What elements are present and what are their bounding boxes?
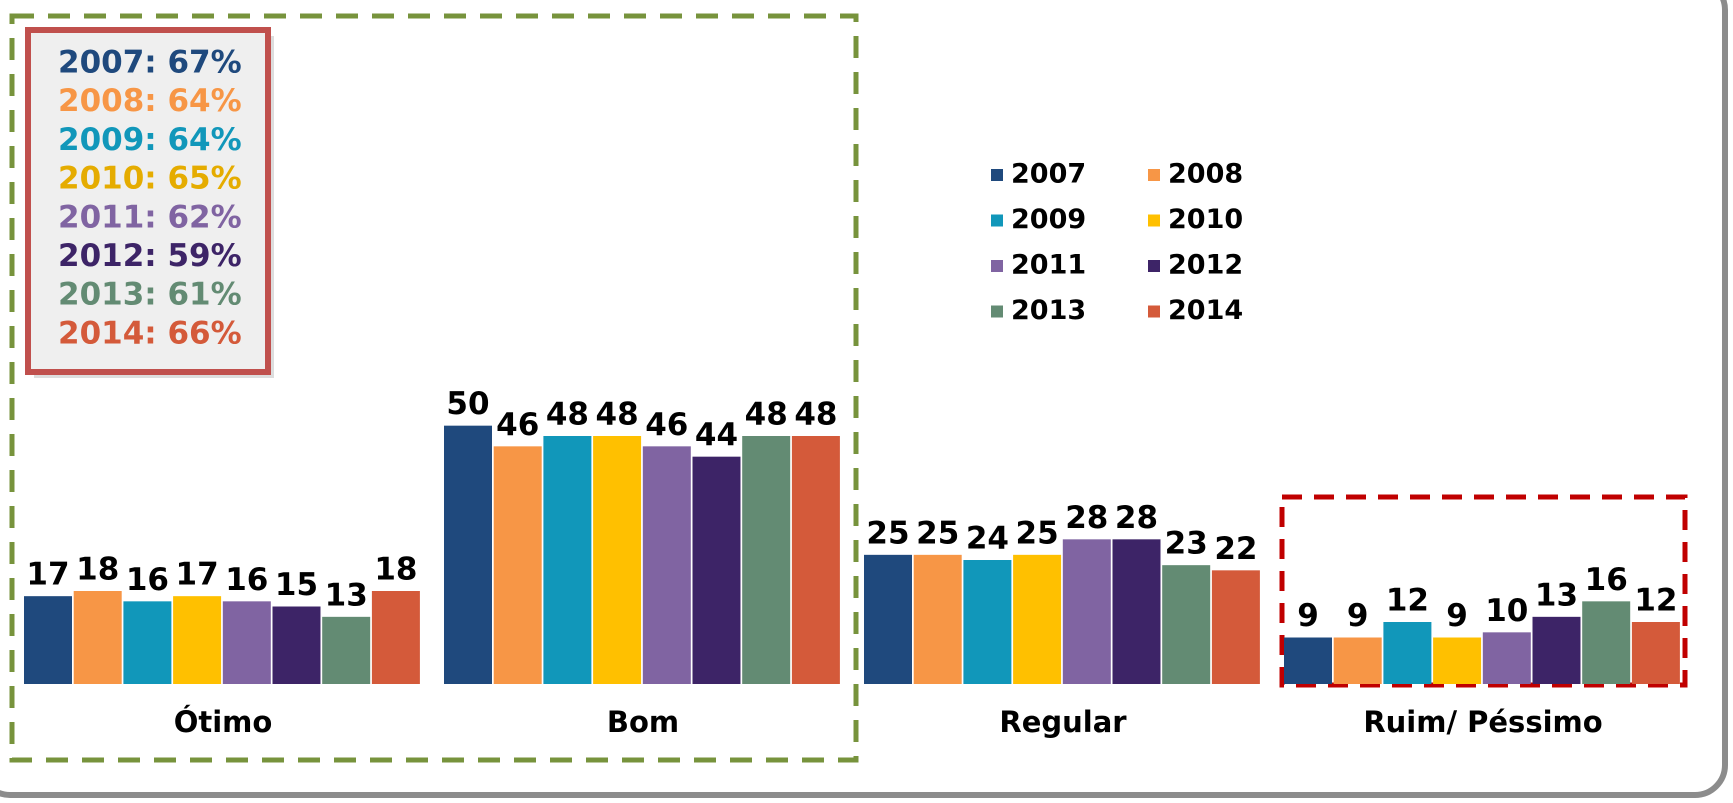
legend-swatch	[991, 305, 1003, 318]
legend-label: 2008	[1168, 159, 1243, 190]
bar	[692, 456, 741, 684]
data-label: 48	[596, 397, 639, 433]
data-label: 12	[1386, 583, 1429, 619]
bar	[1062, 539, 1111, 684]
bar	[322, 616, 371, 684]
legend-swatch	[1148, 214, 1160, 227]
x-tick-label: Ótimo	[174, 705, 273, 739]
bar	[1532, 616, 1581, 684]
data-label: 16	[126, 562, 169, 598]
data-label: 18	[374, 552, 417, 588]
data-label: 17	[176, 557, 219, 593]
bar	[864, 554, 912, 684]
data-label: 13	[1535, 577, 1578, 613]
bar	[913, 554, 962, 684]
bar	[543, 436, 592, 684]
bar	[493, 446, 542, 684]
data-label: 46	[645, 407, 688, 443]
data-label: 22	[1214, 531, 1257, 567]
legend-label: 2010	[1168, 204, 1243, 235]
data-label: 28	[1065, 500, 1108, 536]
annotation: 2011: 62%	[58, 199, 242, 235]
highlight-box	[1279, 494, 1688, 688]
bar	[1333, 637, 1382, 684]
annotation: 2008: 64%	[58, 83, 242, 119]
legend-swatch	[1148, 305, 1160, 318]
data-label: 44	[695, 417, 738, 453]
bar	[24, 596, 72, 684]
bar	[1482, 632, 1531, 684]
data-label: 48	[794, 397, 837, 433]
annotation: 2009: 64%	[58, 122, 242, 158]
data-label: 10	[1485, 593, 1528, 629]
data-label: 12	[1634, 583, 1677, 619]
bar	[1433, 637, 1482, 684]
data-label: 9	[1297, 598, 1319, 634]
bar	[1631, 622, 1680, 684]
bar	[1013, 554, 1062, 684]
bar	[593, 436, 642, 684]
data-label: 23	[1165, 526, 1208, 562]
data-label: 28	[1115, 500, 1158, 536]
data-label: 48	[546, 397, 589, 433]
legend-swatch	[991, 260, 1003, 272]
annotation: 2014: 66%	[58, 315, 242, 351]
bar	[371, 591, 420, 684]
bar	[1582, 601, 1631, 684]
bar	[1162, 565, 1211, 684]
annotation: 2010: 65%	[58, 161, 242, 197]
data-label: 15	[275, 567, 318, 603]
legend-label: 2007	[1011, 159, 1086, 190]
data-label: 25	[866, 515, 909, 551]
data-label: 25	[916, 515, 959, 551]
legend-label: 2014	[1168, 295, 1243, 326]
data-label: 18	[76, 552, 119, 588]
legend-label: 2009	[1011, 204, 1086, 235]
data-label: 24	[966, 521, 1009, 557]
legend-label: 2013	[1011, 295, 1086, 326]
data-label: 16	[1585, 562, 1628, 598]
bar	[1211, 570, 1260, 684]
bar	[1112, 539, 1161, 684]
annotation: 2007: 67%	[58, 45, 242, 81]
annotation: 2013: 61%	[58, 277, 242, 313]
bar	[791, 436, 840, 684]
data-label: 17	[26, 557, 69, 593]
bar	[1383, 622, 1432, 684]
bar	[73, 591, 122, 684]
x-tick-label: Ruim/ Péssimo	[1363, 705, 1602, 739]
data-label: 13	[325, 577, 368, 613]
legend-swatch	[1148, 169, 1160, 181]
x-tick-label: Regular	[999, 705, 1127, 739]
data-label: 25	[1016, 515, 1059, 551]
legend-swatch	[991, 169, 1003, 181]
summary-box	[25, 27, 271, 375]
bar	[222, 601, 271, 684]
legend-label: 2011	[1011, 250, 1086, 281]
legend-label: 2012	[1168, 250, 1243, 281]
x-tick-label: Bom	[607, 705, 679, 739]
bar	[1284, 637, 1332, 684]
bar	[642, 446, 691, 684]
data-label: 46	[496, 407, 539, 443]
data-label: 16	[225, 562, 268, 598]
bar	[444, 425, 492, 684]
legend-swatch	[991, 214, 1003, 227]
data-label: 9	[1446, 598, 1468, 634]
bar	[272, 606, 321, 684]
data-label: 50	[446, 386, 489, 422]
annotation: 2012: 59%	[58, 238, 242, 274]
data-label: 48	[745, 397, 788, 433]
bar	[963, 560, 1012, 684]
data-label: 9	[1347, 598, 1369, 634]
bar	[742, 436, 791, 684]
bar	[173, 596, 222, 684]
bar	[123, 601, 172, 684]
legend-swatch	[1148, 260, 1160, 272]
